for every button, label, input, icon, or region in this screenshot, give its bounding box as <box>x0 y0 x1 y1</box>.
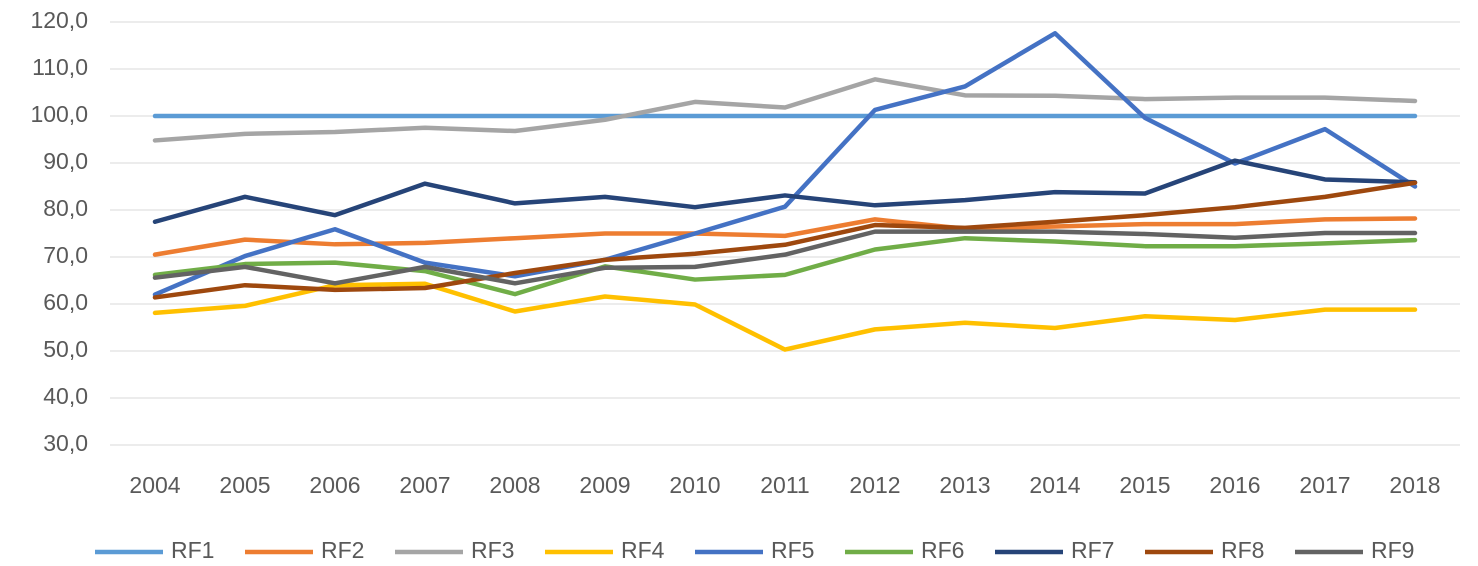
legend-label: RF4 <box>621 537 665 563</box>
y-tick-label: 70,0 <box>43 242 88 268</box>
legend-label: RF3 <box>471 537 514 563</box>
legend-label: RF7 <box>1071 537 1114 563</box>
x-tick-label: 2008 <box>489 472 540 498</box>
x-tick-label: 2015 <box>1119 472 1170 498</box>
y-tick-label: 40,0 <box>43 383 88 409</box>
x-tick-label: 2012 <box>849 472 900 498</box>
legend-label: RF2 <box>321 537 364 563</box>
x-tick-label: 2014 <box>1029 472 1080 498</box>
x-tick-label: 2009 <box>579 472 630 498</box>
x-tick-label: 2005 <box>219 472 270 498</box>
x-tick-label: 2018 <box>1389 472 1440 498</box>
y-tick-label: 90,0 <box>43 148 88 174</box>
legend-label: RF6 <box>921 537 964 563</box>
y-tick-label: 120,0 <box>30 7 88 33</box>
x-tick-label: 2016 <box>1209 472 1260 498</box>
x-tick-label: 2007 <box>399 472 450 498</box>
y-tick-label: 30,0 <box>43 430 88 456</box>
legend-label: RF5 <box>771 537 814 563</box>
series-line <box>152 158 1418 224</box>
series-line <box>152 31 1418 297</box>
series-line <box>152 281 1418 352</box>
x-tick-label: 2017 <box>1299 472 1350 498</box>
legend-label: RF1 <box>171 537 214 563</box>
x-tick-label: 2006 <box>309 472 360 498</box>
series-line <box>152 216 1418 257</box>
y-tick-label: 110,0 <box>32 54 88 80</box>
series-line <box>152 77 1418 143</box>
x-tick-label: 2004 <box>129 472 180 498</box>
y-tick-label: 60,0 <box>43 289 88 315</box>
legend-label: RF9 <box>1371 537 1414 563</box>
legend-label: RF8 <box>1221 537 1264 563</box>
y-tick-label: 80,0 <box>43 195 88 221</box>
series-line <box>152 180 1418 300</box>
series-line <box>152 235 1418 297</box>
y-tick-label: 100,0 <box>30 101 88 127</box>
series-line <box>152 229 1418 286</box>
x-tick-label: 2010 <box>669 472 720 498</box>
x-tick-label: 2013 <box>939 472 990 498</box>
x-tick-label: 2011 <box>760 472 809 498</box>
y-tick-label: 50,0 <box>43 336 88 362</box>
